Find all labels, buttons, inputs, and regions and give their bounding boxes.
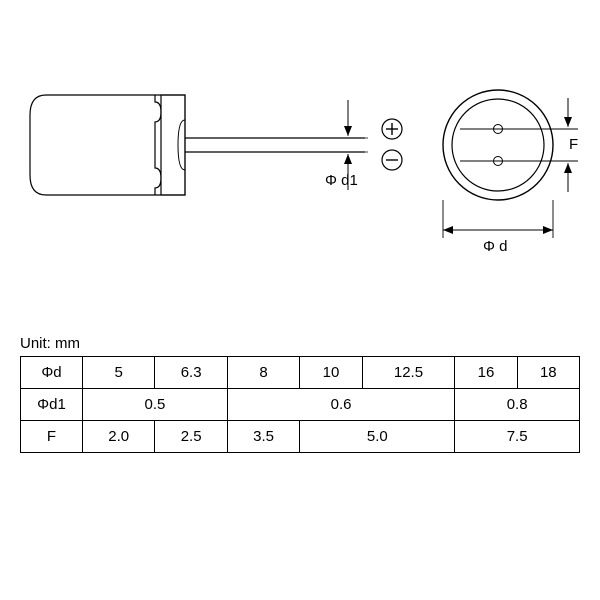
dimensions-table-area: Unit: mm Φd 5 6.3 8 10 12.5 16 18 Φd1 0.… — [20, 335, 580, 453]
dimensions-table: Φd 5 6.3 8 10 12.5 16 18 Φd1 0.5 0.6 0.8… — [20, 356, 580, 453]
capacitor-diagram — [20, 40, 580, 310]
table-cell: 6.3 — [155, 357, 227, 389]
diagram-area: Φ d1 Φ d F — [20, 40, 580, 310]
table-cell: 7.5 — [455, 421, 580, 453]
side-view — [30, 95, 365, 195]
table-cell: 10 — [300, 357, 362, 389]
table-row: Φd 5 6.3 8 10 12.5 16 18 — [21, 357, 580, 389]
label-phi-d1: Φ d1 — [325, 172, 358, 189]
row-header-F: F — [21, 421, 83, 453]
table-cell: 5 — [83, 357, 155, 389]
table-cell: 12.5 — [362, 357, 455, 389]
table-cell: 2.5 — [155, 421, 227, 453]
row-header-phid: Φd — [21, 357, 83, 389]
polarity-plus — [382, 119, 402, 139]
row-header-phid1: Φd1 — [21, 389, 83, 421]
table-cell: 5.0 — [300, 421, 455, 453]
dim-d — [443, 200, 553, 238]
table-cell: 8 — [227, 357, 299, 389]
unit-label: Unit: mm — [20, 335, 580, 352]
table-row: Φd1 0.5 0.6 0.8 — [21, 389, 580, 421]
table-cell: 18 — [517, 357, 579, 389]
polarity-minus — [382, 150, 402, 170]
table-cell: 0.8 — [455, 389, 580, 421]
label-phi-d: Φ d — [483, 238, 507, 255]
table-cell: 0.6 — [227, 389, 454, 421]
top-view — [443, 90, 578, 200]
label-F: F — [569, 136, 578, 153]
table-row: F 2.0 2.5 3.5 5.0 7.5 — [21, 421, 580, 453]
table-cell: 3.5 — [227, 421, 299, 453]
table-cell: 0.5 — [83, 389, 228, 421]
table-cell: 16 — [455, 357, 517, 389]
table-cell: 2.0 — [83, 421, 155, 453]
